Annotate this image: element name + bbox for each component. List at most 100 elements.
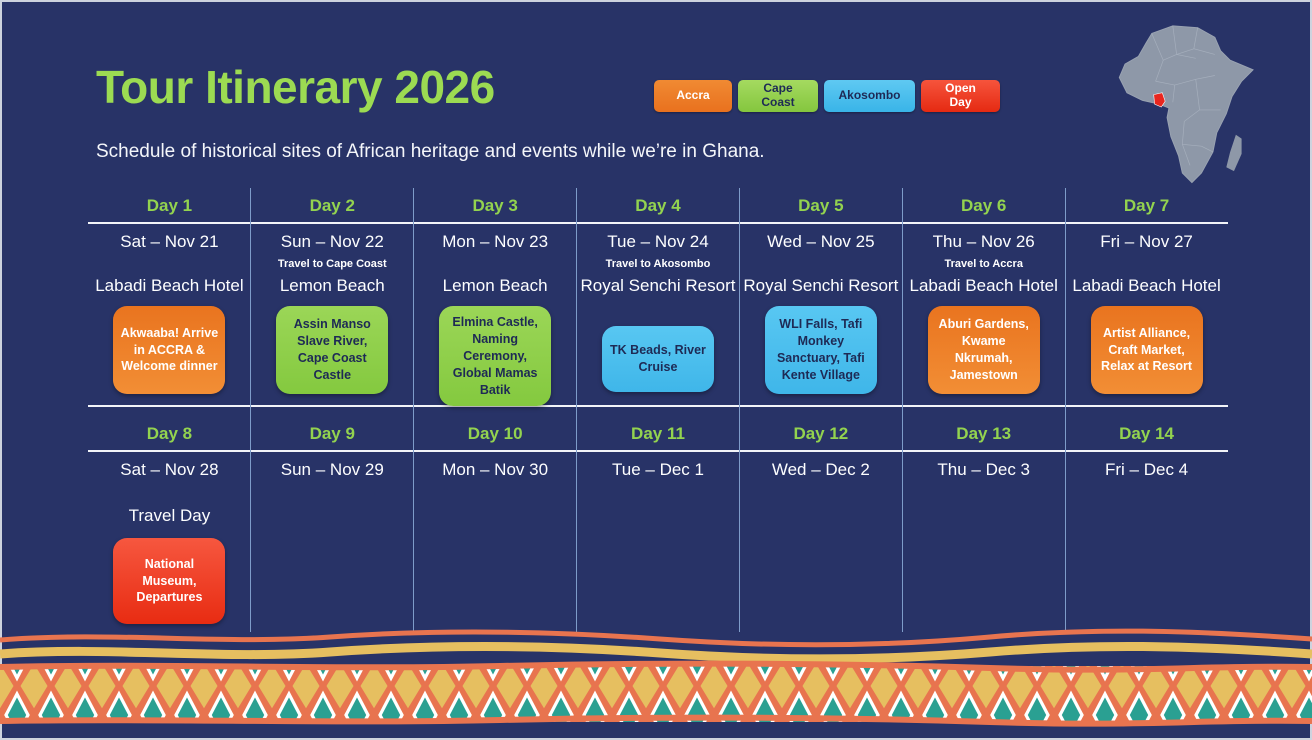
kente-border-pattern [0,628,1312,727]
day-date: Wed – Dec 2 [771,460,870,479]
day-date: Thu – Dec 3 [937,460,1031,479]
column-divider [576,188,577,632]
day-date: Sat – Nov 28 [120,460,219,479]
week1-row: Day 1 Sat – Nov 21 Labadi Beach Hotel Ak… [88,190,1228,407]
day-column-13: Day 13 Thu – Dec 3 [902,418,1065,624]
day-column-9: Day 9 Sun – Nov 29 [251,418,414,624]
day-location: Royal Senchi Resort [743,276,899,295]
day-column-14: Day 14 Fri – Dec 4 [1065,418,1228,624]
ghana-highlight [1153,92,1166,108]
activity-card-text: Akwaaba! Arrive in ACCRA & Welcome dinne… [120,325,219,374]
day-column-4: Day 4 Tue – Nov 24 Travel to Akosombo Ro… [577,190,740,406]
mustard-wave-line [0,641,1312,664]
day-label: Day 9 [309,424,355,443]
legend-chip-accra[interactable]: Accra [654,80,732,112]
day-column-6: Day 6 Thu – Nov 26 Travel to Accra Labad… [902,190,1065,406]
activity-card-day4[interactable]: TK Beads, River Cruise [601,326,714,392]
day-location: Lemon Beach [442,276,548,295]
day-column-11: Day 11 Tue – Dec 1 [577,418,740,624]
legend-chip-akosombo[interactable]: Akosombo [824,80,915,112]
day-column-10: Day 10 Mon – Nov 30 [414,418,577,624]
legend-chip-cape-coast[interactable]: Cape Coast [738,80,818,112]
activity-card-day8[interactable]: National Museum, Departures [113,538,226,624]
day-label: Day 2 [309,196,355,215]
day-date: Sat – Nov 21 [120,232,219,251]
day-date: Sun – Nov 29 [280,460,384,479]
column-divider [1065,188,1066,632]
header-rule-week2 [88,450,1228,452]
day-date: Tue – Dec 1 [612,460,704,479]
activity-card-day5[interactable]: WLI Falls, Tafi Monkey Sanctuary, Tafi K… [764,306,877,394]
day-location: Lemon Beach [279,276,385,295]
legend-chip-label: Accra [676,88,710,103]
day-location: Labadi Beach Hotel [95,276,244,295]
legend-chip-label: Akosombo [838,88,901,103]
day-column-3: Day 3 Mon – Nov 23 Lemon Beach Elmina Ca… [414,190,577,407]
column-divider [739,188,740,632]
band-top-edge [0,660,1312,673]
day-label: Day 3 [472,196,518,215]
day-location: Travel Day [128,506,211,525]
activity-card-day3[interactable]: Elmina Castle, Naming Ceremony, Global M… [439,306,552,407]
day-label: Day 10 [467,424,523,443]
activity-card-day7[interactable]: Artist Alliance, Craft Market, Relax at … [1090,306,1203,394]
legend-chip-open-day[interactable]: Open Day [921,80,1000,112]
travel-note: Travel to Accra [944,258,1023,270]
column-divider [902,188,903,632]
legend-chip-label: Cape Coast [761,81,795,109]
travel-note [414,258,577,276]
day-label: Day 6 [961,196,1007,215]
day-date: Sun – Nov 22 [280,232,384,251]
day-date: Wed – Nov 25 [767,232,875,251]
activity-card-day1[interactable]: Akwaaba! Arrive in ACCRA & Welcome dinne… [113,306,226,394]
activity-card-day2[interactable]: Assin Manso Slave River, Cape Coast Cast… [276,306,389,394]
column-divider [413,188,414,632]
activity-card-text: Elmina Castle, Naming Ceremony, Global M… [452,315,538,397]
travel-note [739,258,902,276]
day-column-7: Day 7 Fri – Nov 27 Labadi Beach Hotel Ar… [1065,190,1228,406]
travel-note [1065,258,1228,276]
day-label: Day 5 [798,196,844,215]
day-label: Day 1 [146,196,193,215]
day-date: Fri – Dec 4 [1105,460,1189,479]
africa-silhouette [1118,25,1254,184]
day-date: Mon – Nov 30 [442,460,549,479]
activity-card-text: Aburi Gardens, Kwame Nkrumah, Jamestown [938,317,1029,382]
day-label: Day 14 [1119,424,1174,443]
header-rule-week1 [88,222,1228,224]
day-column-2: Day 2 Sun – Nov 22 Travel to Cape Coast … [251,190,414,406]
day-location: Labadi Beach Hotel [909,276,1058,295]
day-label: Day 11 [631,424,685,443]
day-date: Mon – Nov 23 [442,232,549,251]
day-label: Day 13 [956,424,1012,443]
row-divider [88,405,1228,407]
activity-card-text: Assin Manso Slave River, Cape Coast Cast… [293,317,371,382]
week2-row: Day 8 Sat – Nov 28 Travel Day National M… [88,418,1228,624]
africa-map [1118,25,1254,184]
country-borders [1151,25,1221,166]
day-label: Day 8 [146,424,193,443]
travel-note: Travel to Cape Coast [277,258,387,270]
activity-card-text: TK Beads, River Cruise [610,343,706,374]
activity-card-day6[interactable]: Aburi Gardens, Kwame Nkrumah, Jamestown [927,306,1040,394]
activity-card-text: National Museum, Departures [136,556,203,605]
travel-note: Travel to Akosombo [605,258,711,270]
day-label: Day 7 [1123,196,1170,215]
legend-chip-label: Open Day [945,81,976,109]
travel-note [88,258,251,276]
activity-card-text: Artist Alliance, Craft Market, Relax at … [1101,325,1193,374]
day-label: Day 12 [793,424,849,443]
day-column-5: Day 5 Wed – Nov 25 Royal Senchi Resort W… [739,190,902,406]
band-bottom-edge [0,714,1312,727]
day-column-12: Day 12 Wed – Dec 2 [739,418,902,624]
column-divider [250,188,251,632]
day-date: Tue – Nov 24 [607,232,709,251]
day-label: Day 4 [635,196,681,215]
madagascar-silhouette [1226,134,1242,172]
activity-card-text: WLI Falls, Tafi Monkey Sanctuary, Tafi K… [776,317,865,382]
diamond-band [0,666,1312,722]
coral-wave-line [0,628,1312,648]
day-column-1: Day 1 Sat – Nov 21 Labadi Beach Hotel Ak… [88,190,251,406]
day-date: Fri – Nov 27 [1100,232,1193,251]
